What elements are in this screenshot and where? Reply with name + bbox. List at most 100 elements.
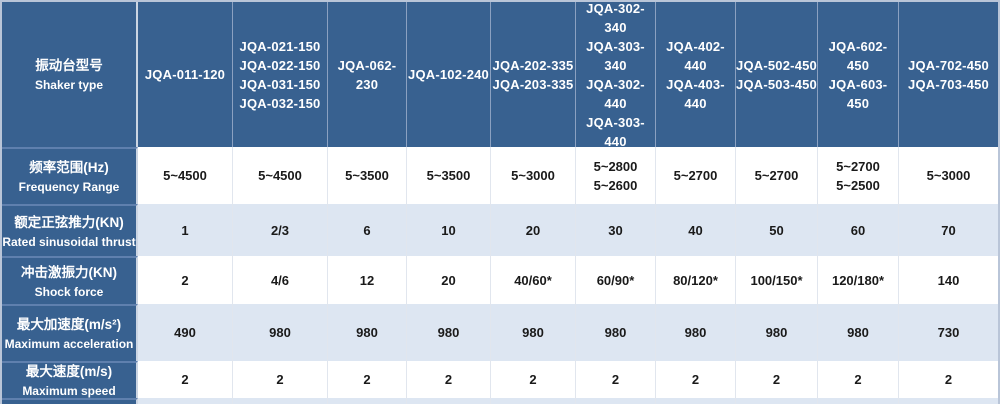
- header-model-cell-text: JQA-703-450: [908, 76, 989, 92]
- value-cell-text: 140: [937, 272, 960, 288]
- header-model-cell: JQA-502-450 JQA-503-450: [735, 2, 817, 147]
- value-cell: 2: [575, 361, 655, 398]
- value-cell: 5~2700: [735, 147, 817, 204]
- value-cell-text: 5~2600: [593, 177, 638, 193]
- row-label-cell: 最大加速度(m/s²) Maximum acceleration: [2, 304, 138, 361]
- value-cell-text: 60: [850, 222, 866, 238]
- value-cell: 980: [655, 304, 735, 361]
- value-cell: 40/60*: [490, 256, 575, 304]
- partial-row-cell: [490, 398, 575, 404]
- row-label-cell-text: 最大速度(m/s): [25, 364, 113, 379]
- header-model-cell-text: JQA-031-150: [239, 76, 321, 92]
- value-cell-text: 2: [611, 372, 620, 387]
- value-cell: 5~2700 5~2500: [817, 147, 898, 204]
- row-label-cell: 额定正弦推力(KN) Rated sinusoidal thrust: [2, 204, 138, 256]
- header-model-cell-text: JQA-503-450: [736, 76, 817, 92]
- header-model-cell: JQA-202-335 JQA-203-335: [490, 2, 575, 147]
- value-cell: 1: [138, 204, 232, 256]
- value-cell-text: 2: [181, 372, 189, 387]
- value-cell-text: 60/90*: [596, 272, 635, 288]
- value-cell: 140: [898, 256, 998, 304]
- header-label-en: Shaker type: [34, 78, 104, 92]
- value-cell: 100/150*: [735, 256, 817, 304]
- value-cell-text: 50: [769, 222, 784, 238]
- value-cell: 30: [575, 204, 655, 256]
- value-cell-text: 980: [604, 325, 627, 340]
- partial-row-cell: [735, 398, 817, 404]
- header-model-cell-text: JQA-202-335: [492, 57, 574, 73]
- partial-row-cell: [575, 398, 655, 404]
- value-cell-text: 1: [181, 222, 189, 238]
- value-cell: 980: [327, 304, 406, 361]
- value-cell-text: 100/150*: [750, 272, 803, 288]
- value-cell-text: 980: [684, 325, 707, 340]
- value-cell: 980: [232, 304, 327, 361]
- value-cell: 12: [327, 256, 406, 304]
- value-cell-text: 20: [441, 272, 456, 288]
- partial-row-cell: [406, 398, 490, 404]
- value-cell-text: 490: [174, 325, 196, 340]
- value-cell-text: 5~4500: [258, 168, 302, 183]
- partial-label-cell: [2, 398, 138, 404]
- value-cell: 5~2700: [655, 147, 735, 204]
- header-model-cell-text: JQA-502-450: [736, 57, 817, 73]
- value-cell: 2: [327, 361, 406, 398]
- value-cell-text: 4/6: [270, 272, 290, 288]
- value-cell: 2: [490, 361, 575, 398]
- value-cell: 40: [655, 204, 735, 256]
- value-cell: 2/3: [232, 204, 327, 256]
- row-label-cell-text: Rated sinusoidal thrust: [2, 234, 136, 249]
- value-cell: 80/120*: [655, 256, 735, 304]
- header-model-cell-text: JQA-403-440: [666, 76, 725, 111]
- partial-row-cell: [138, 398, 232, 404]
- header-model-cell-text: JQA-102-240: [408, 67, 489, 82]
- header-model-cell-text: JQA-062-230: [337, 57, 397, 92]
- value-cell: 2: [655, 361, 735, 398]
- header-label-zh: 振动台型号: [35, 58, 103, 73]
- value-cell-text: 2: [363, 372, 371, 387]
- value-cell: 20: [406, 256, 490, 304]
- value-cell-text: 5~2700: [836, 158, 880, 174]
- value-cell: 2: [138, 361, 232, 398]
- row-label-cell-text: 额定正弦推力(KN): [14, 214, 124, 230]
- header-model-cell: JQA-102-240: [406, 2, 490, 147]
- value-cell: 490: [138, 304, 232, 361]
- value-cell-text: 5~2500: [836, 177, 880, 193]
- header-model-cell-text: JQA-303-340: [586, 38, 645, 73]
- value-cell-text: 2: [181, 272, 189, 288]
- value-cell: 50: [735, 204, 817, 256]
- value-cell-text: 980: [765, 325, 788, 340]
- value-cell: 5~4500: [232, 147, 327, 204]
- value-cell: 980: [817, 304, 898, 361]
- partial-row-cell: [232, 398, 327, 404]
- value-cell: 2: [817, 361, 898, 398]
- header-model-cell: JQA-302-340 JQA-303-340 JQA-302-440 JQA-303…: [575, 2, 655, 147]
- value-cell: 2: [232, 361, 327, 398]
- value-cell: 60/90*: [575, 256, 655, 304]
- row-label-cell-text: 最大加速度(m/s²): [16, 317, 122, 332]
- value-cell: 980: [575, 304, 655, 361]
- value-cell-text: 120/180*: [831, 272, 885, 288]
- value-cell-text: 40/60*: [514, 272, 552, 288]
- header-model-cell-text: JQA-021-150: [239, 38, 321, 54]
- value-cell-text: 70: [941, 222, 956, 238]
- value-cell: 2: [898, 361, 998, 398]
- value-cell: 5~3500: [327, 147, 406, 204]
- value-cell-text: 5~3500: [426, 168, 471, 183]
- value-cell: 10: [406, 204, 490, 256]
- value-cell: 5~3000: [898, 147, 998, 204]
- row-label-cell-text: Maximum acceleration: [4, 337, 134, 351]
- row-label-cell: 最大速度(m/s) Maximum speed: [2, 361, 138, 398]
- value-cell-text: 10: [441, 222, 456, 238]
- value-cell: 5~2800 5~2600: [575, 147, 655, 204]
- partial-row-cell: [898, 398, 998, 404]
- value-cell-text: 40: [688, 222, 703, 238]
- header-model-cell: JQA-062-230: [327, 2, 406, 147]
- partial-row-cell: [817, 398, 898, 404]
- value-cell-text: 5~3500: [345, 168, 389, 183]
- row-label-cell-text: 冲击激振力(KN): [21, 264, 117, 280]
- value-cell: 980: [406, 304, 490, 361]
- header-model-cell-text: JQA-011-120: [144, 67, 226, 82]
- value-cell: 980: [735, 304, 817, 361]
